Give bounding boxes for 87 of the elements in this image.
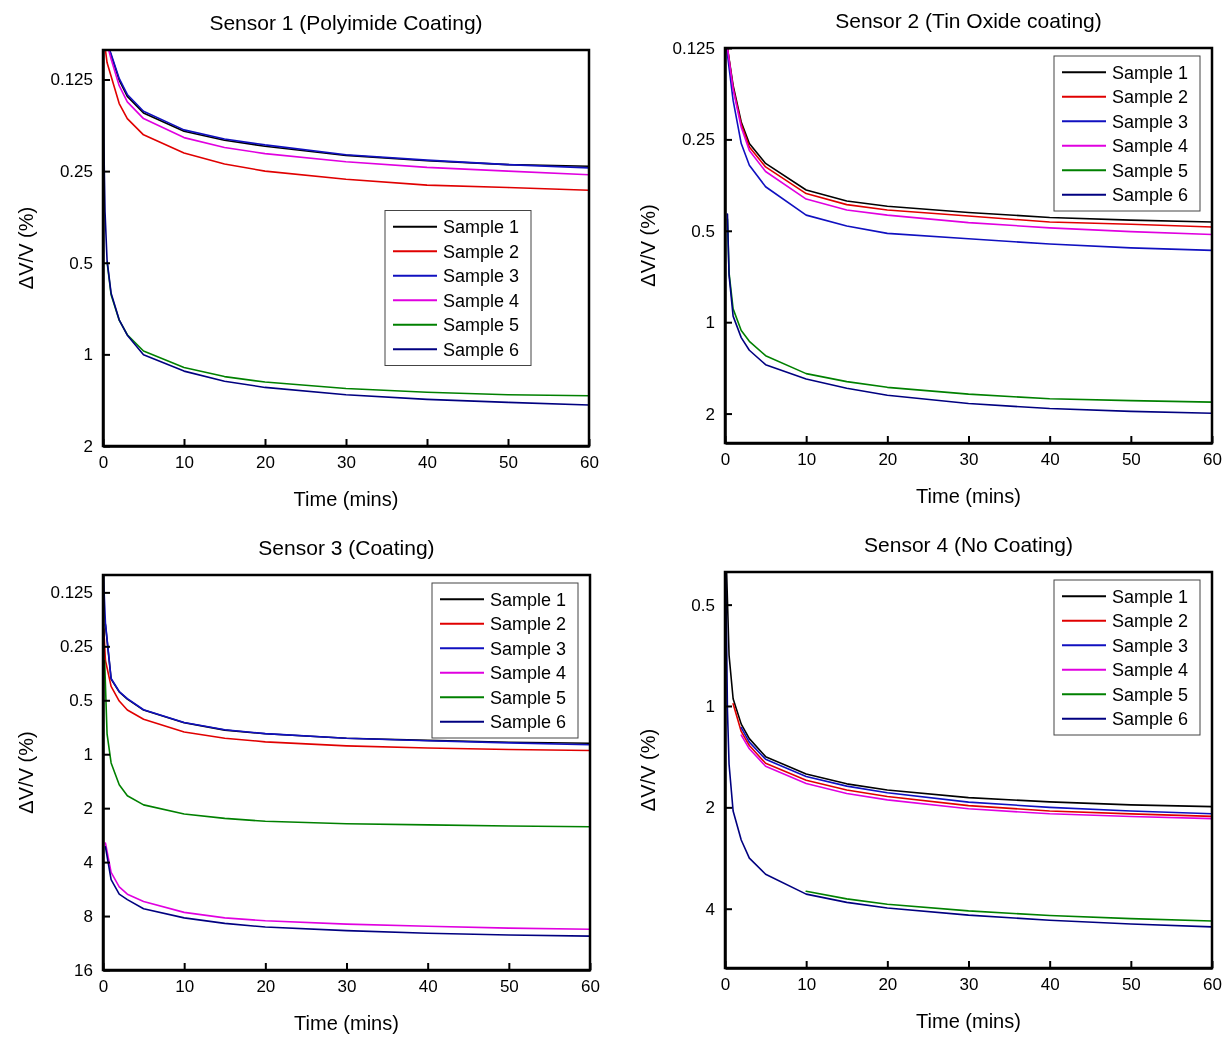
x-tick-label: 40 [418,977,438,997]
y-tick-label: 8 [83,906,93,926]
legend-label: Sample 1 [1112,62,1189,83]
y-tick-label: 0.125 [672,38,715,58]
y-axis-title: ΔV/V (%) [637,728,659,812]
legend-label: Sample 3 [1112,635,1189,656]
y-tick-label: 0.125 [50,70,93,90]
x-tick-label: 0 [720,450,731,470]
x-tick-label: 30 [337,977,357,997]
x-tick-label: 10 [797,450,817,470]
y-axis-title: ΔV/V (%) [15,731,37,814]
y-tick-label: 0.5 [69,691,93,711]
x-tick-label: 10 [175,453,194,473]
x-axis-title: Time (mins) [916,1010,1021,1032]
y-tick-label: 1 [705,313,715,333]
x-tick-label: 10 [175,977,195,997]
x-axis-title: Time (mins) [293,488,399,510]
legend-label: Sample 5 [490,687,567,708]
legend-label: Sample 1 [443,217,520,238]
x-tick-label: 50 [1121,450,1141,470]
y-tick-label: 1 [83,745,93,765]
y-tick-label: 4 [83,853,93,873]
chart-title: Sensor 1 (Polyimide Coating) [209,11,483,34]
y-tick-label: 1 [705,696,715,716]
legend-label: Sample 1 [490,589,567,610]
y-tick-label: 0.25 [59,637,93,657]
x-tick-label: 20 [256,453,275,473]
x-tick-label: 50 [1121,975,1141,995]
legend-label: Sample 6 [490,712,567,733]
x-tick-label: 20 [878,975,898,995]
y-tick-label: 1 [83,345,93,365]
x-tick-label: 30 [959,450,979,470]
x-axis-title: Time (mins) [916,485,1021,507]
x-tick-label: 0 [720,975,731,995]
legend-label: Sample 5 [1112,160,1189,181]
x-tick-label: 0 [98,977,109,997]
chart-title: Sensor 2 (Tin Oxide coating) [835,9,1102,32]
x-tick-label: 50 [499,453,518,473]
chart-title: Sensor 4 (No Coating) [864,533,1073,556]
legend-label: Sample 2 [443,241,520,262]
legend-label: Sample 6 [1112,709,1189,730]
x-axis-title: Time (mins) [294,1012,399,1034]
y-tick-label: 2 [83,799,93,819]
legend-label: Sample 2 [1112,87,1189,108]
legend-label: Sample 6 [443,339,520,360]
legend-label: Sample 3 [490,638,567,659]
y-axis-title: ΔV/V (%) [637,204,659,287]
legend-label: Sample 4 [1112,660,1189,681]
y-tick-label: 0.5 [691,595,715,615]
legend-label: Sample 2 [1112,611,1189,632]
legend-label: Sample 6 [1112,185,1189,206]
y-tick-label: 2 [705,404,715,424]
legend-label: Sample 5 [443,315,520,336]
x-tick-label: 60 [581,977,600,997]
chart-title: Sensor 3 (Coating) [258,536,435,559]
legend-label: Sample 4 [1112,136,1189,157]
legend-label: Sample 3 [443,266,520,287]
y-tick-label: 0.125 [50,583,93,603]
y-tick-label: 0.5 [69,253,93,273]
legend-label: Sample 4 [443,290,520,311]
x-tick-label: 20 [256,977,276,997]
y-tick-label: 16 [74,960,93,980]
x-tick-label: 40 [1040,975,1060,995]
legend-label: Sample 5 [1112,684,1189,705]
y-tick-label: 0.25 [681,130,715,150]
legend-label: Sample 2 [490,614,567,635]
legend-label: Sample 3 [1112,111,1189,132]
legend-label: Sample 4 [490,663,567,684]
x-tick-label: 30 [337,453,356,473]
x-tick-label: 60 [580,453,599,473]
y-tick-label: 0.5 [691,221,715,241]
x-tick-label: 30 [959,975,979,995]
x-tick-label: 60 [1203,975,1222,995]
x-tick-label: 20 [878,450,898,470]
x-tick-label: 50 [499,977,519,997]
y-tick-label: 2 [705,798,715,818]
y-axis-title: ΔV/V (%) [15,206,37,290]
y-tick-label: 0.25 [59,162,93,182]
x-tick-label: 60 [1203,450,1222,470]
y-tick-label: 4 [705,899,715,919]
y-tick-label: 2 [83,436,93,456]
legend-label: Sample 1 [1112,586,1189,607]
x-tick-label: 40 [418,453,437,473]
x-tick-label: 0 [98,453,109,473]
x-tick-label: 10 [797,975,817,995]
x-tick-label: 40 [1040,450,1060,470]
line-series [805,890,1212,922]
